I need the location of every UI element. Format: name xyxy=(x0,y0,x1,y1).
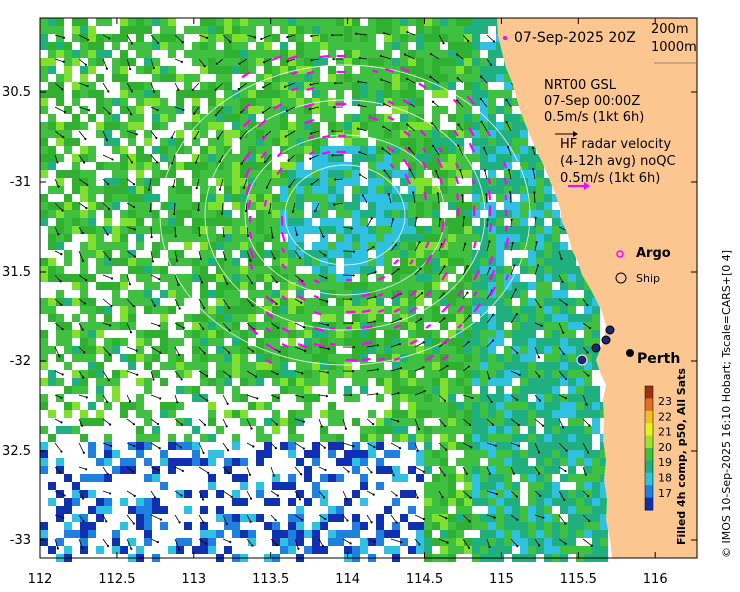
x-axis: 112 112.5 113 113.5 114 114.5 115 115.5 116 xyxy=(28,18,668,587)
x-tick-label: 115 xyxy=(489,572,514,587)
height-contour xyxy=(204,99,486,331)
sst-contours xyxy=(159,64,531,366)
colorbar-segment xyxy=(645,423,653,437)
plot-frame xyxy=(39,17,698,559)
city-label-perth: Perth xyxy=(637,351,681,367)
legend-keys xyxy=(503,36,696,284)
argo-label: Argo xyxy=(636,246,671,261)
colorbar-segment xyxy=(645,398,653,412)
x-tick-label: 115.5 xyxy=(560,572,597,587)
radar-title: HF radar velocity xyxy=(560,137,672,152)
height-contour xyxy=(284,164,406,266)
radar-scale: 0.5m/s (1kt 6h) xyxy=(560,171,661,186)
colorbar-segment xyxy=(645,386,653,399)
colorbar-segment xyxy=(645,435,653,449)
y-tick-label: 30.5 xyxy=(2,85,31,100)
x-tick-label: 113.5 xyxy=(252,572,289,587)
credit-text: © IMOS 10-Sep-2025 16:10 Hobart; Tscale=… xyxy=(720,249,733,558)
y-axis: 30.5 -31 31.5 -32 32.5 -33 xyxy=(2,85,697,548)
colorbar-tick-label: 22 xyxy=(658,410,672,423)
colorbar-segment xyxy=(645,448,653,461)
colorbar-tick-label: 21 xyxy=(658,426,672,439)
height-contour xyxy=(159,64,531,366)
colorbar-segment xyxy=(645,472,653,486)
colorbar-tick-label: 17 xyxy=(658,487,672,500)
radar-avg: (4-12h avg) noQC xyxy=(560,154,676,169)
colorbar-tick-label: 23 xyxy=(658,395,672,408)
gsl-title: NRT00 GSL xyxy=(544,78,616,93)
ship-markers xyxy=(576,325,634,366)
colorbar-segment xyxy=(645,485,653,499)
contour-200m-label: 200m xyxy=(651,22,689,37)
gsl-scale: 0.5m/s (1kt 6h) xyxy=(544,110,645,125)
y-tick-label: -33 xyxy=(10,533,31,548)
x-tick-label: 114 xyxy=(335,572,360,587)
x-tick-label: 112 xyxy=(28,572,53,587)
map-plot-area xyxy=(40,18,697,562)
colorbar-segment xyxy=(645,460,653,474)
colorbar-tick-label: 19 xyxy=(658,456,672,469)
y-tick-label: -31 xyxy=(10,175,31,190)
argo-marker-icon xyxy=(616,250,624,258)
y-tick-label: 32.5 xyxy=(2,444,31,459)
timestamp: 07-Sep-2025 20Z xyxy=(514,30,636,46)
ship-marker-icon xyxy=(615,272,627,284)
y-tick-label: 31.5 xyxy=(2,265,31,280)
x-tick-label: 112.5 xyxy=(98,572,135,587)
current-vectors xyxy=(54,30,593,551)
hf-radar-vectors xyxy=(241,54,510,365)
colorbar: 23 22 21 20 19 18 17 xyxy=(644,385,672,511)
contour-1000m-label: 1000m xyxy=(651,40,697,55)
x-tick-label: 114.5 xyxy=(406,572,443,587)
colorbar-title: Filled 4h comp, p50, All Sats xyxy=(675,368,688,545)
y-tick-label: -32 xyxy=(10,354,31,369)
colorbar-segment xyxy=(645,497,653,511)
gsl-time: 07-Sep 00:00Z xyxy=(544,94,641,109)
ship-label: Ship xyxy=(636,272,660,285)
colorbar-tick-label: 20 xyxy=(658,441,672,454)
colorbar-segment xyxy=(645,410,653,424)
x-tick-label: 116 xyxy=(643,572,668,587)
x-tick-label: 113 xyxy=(181,572,206,587)
colorbar-tick-label: 18 xyxy=(658,472,672,485)
